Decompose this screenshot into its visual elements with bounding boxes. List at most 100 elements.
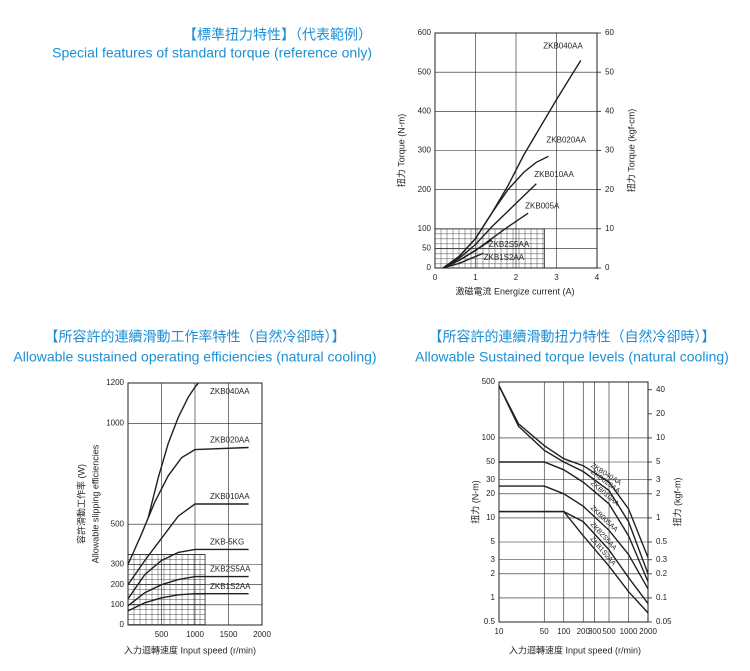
plot-frame [498, 381, 649, 623]
y-axis-label: 容許滑動工作率 (W) [75, 464, 86, 544]
y-tick-label: 100 [482, 433, 496, 442]
x-tick-label: 2000 [253, 630, 271, 639]
chart-title: 【所容許的連續滑動工作率特性（自然冷卻時）】 [45, 329, 346, 345]
y2-tick-label: 40 [605, 106, 614, 115]
series-label: ZKB1S2AA [484, 253, 525, 262]
y2-tick-label: 0.1 [656, 593, 668, 602]
y-tick-label: 30 [486, 475, 495, 484]
y-tick-label: 0 [427, 263, 432, 272]
x-tick-label: 100 [557, 627, 571, 636]
x-tick-label: 500 [602, 627, 616, 636]
y2-tick-label: 20 [605, 185, 614, 194]
x-tick-label: 0 [433, 273, 438, 282]
chart-title: 【所容許的連續滑動扭力特性（自然冷卻時）】 [429, 329, 716, 345]
x-axis-label: 入力迴轉速度 Input speed (r/min) [124, 644, 256, 655]
x-tick-label: 300 [588, 627, 602, 636]
y2-tick-label: 50 [605, 67, 614, 76]
x-tick-label: 4 [595, 273, 600, 282]
series-line [498, 385, 649, 575]
series-line [442, 239, 493, 269]
x-tick-label: 2000 [639, 627, 657, 636]
y-tick-label: 2 [491, 569, 496, 578]
y-tick-label: 100 [418, 224, 432, 233]
plot-frame [127, 382, 263, 626]
x-tick-label: 1 [473, 273, 478, 282]
y-tick-label: 5 [491, 537, 496, 546]
y2-tick-label: 5 [656, 457, 661, 466]
x-tick-label: 500 [155, 630, 169, 639]
y-tick-label: 3 [491, 555, 496, 564]
y2-axis-label: 扭力 Torque (kgf-cm) [625, 109, 636, 193]
series-line [499, 510, 649, 605]
x-tick-label: 1000 [620, 627, 638, 636]
series-label: ZKB040AA [543, 42, 583, 51]
y2-tick-label: 10 [605, 224, 614, 233]
y-tick-label: 10 [486, 513, 495, 522]
y-tick-label: 200 [418, 185, 432, 194]
y-tick-label: 1000 [106, 418, 124, 427]
plot-frame [434, 32, 598, 269]
y-tick-label: 300 [418, 146, 432, 155]
y2-tick-label: 10 [656, 433, 665, 442]
y2-tick-label: 0 [605, 263, 610, 272]
series-label: ZKB040AA [210, 387, 250, 396]
y-tick-label: 50 [422, 244, 431, 253]
chart-title: 【標準扭力特性】（代表範例） [183, 27, 372, 43]
series-line [442, 155, 549, 269]
series-label: ZKB-5KG [210, 537, 244, 546]
y-tick-label: 100 [111, 600, 125, 609]
series-label: ZKB020AA [546, 135, 586, 144]
x-tick-label: 1000 [186, 630, 204, 639]
series-line [442, 183, 537, 269]
chart-subtitle: Special features of standard torque (ref… [52, 45, 372, 61]
x-axis-label: 激磁電流 Energize current (A) [455, 285, 574, 296]
series-line [442, 60, 582, 269]
y-tick-label: 400 [418, 106, 432, 115]
series-line [499, 485, 649, 590]
y2-tick-label: 2 [656, 489, 661, 498]
series-line [127, 446, 249, 565]
y2-tick-label: 0.2 [656, 569, 668, 578]
series-label: ZKB1S2AA [210, 582, 251, 591]
x-tick-label: 200 [577, 627, 591, 636]
series-label: ZKB2S5AA [489, 240, 530, 249]
y-tick-label: 0 [120, 620, 125, 629]
series-label: ZKB010AA [210, 492, 250, 501]
chart-subtitle: Allowable Sustained torque levels (natur… [415, 349, 729, 365]
y-tick-label: 600 [418, 28, 432, 37]
x-tick-label: 3 [554, 273, 559, 282]
y-tick-label: 200 [111, 580, 125, 589]
series-label: ZKB020AA [210, 436, 250, 445]
x-tick-label: 10 [495, 627, 504, 636]
x-tick-label: 50 [540, 627, 549, 636]
series-line [498, 385, 649, 558]
x-axis-label: 入力迴轉速度 Input speed (r/min) [509, 644, 641, 655]
y2-tick-label: 40 [656, 385, 665, 394]
series-line [127, 548, 249, 600]
series-line [499, 510, 649, 614]
x-tick-label: 1500 [220, 630, 238, 639]
series-line [127, 593, 249, 612]
series-line [442, 252, 484, 269]
y2-tick-label: 0.5 [656, 537, 668, 546]
y-axis-label: 扭力 Torque (N-m) [395, 114, 406, 188]
y-tick-label: 20 [486, 489, 495, 498]
y2-tick-label: 20 [656, 409, 665, 418]
series-line [147, 382, 199, 519]
series-line [127, 503, 249, 586]
y-tick-label: 0.5 [484, 617, 496, 626]
y-tick-label: 50 [486, 457, 495, 466]
series-line [499, 461, 649, 582]
y-axis-label: 扭力 (N-m) [469, 480, 480, 524]
y2-tick-label: 60 [605, 28, 614, 37]
y-tick-label: 300 [111, 560, 125, 569]
y-tick-label: 1 [491, 593, 496, 602]
y2-tick-label: 30 [605, 146, 614, 155]
y2-axis-label: 扭力 (kgf-m) [671, 478, 682, 527]
y2-tick-label: 0.3 [656, 555, 668, 564]
y2-tick-label: 3 [656, 475, 661, 484]
x-tick-label: 2 [514, 273, 519, 282]
y-tick-label: 500 [482, 377, 496, 386]
series-line [127, 575, 249, 607]
